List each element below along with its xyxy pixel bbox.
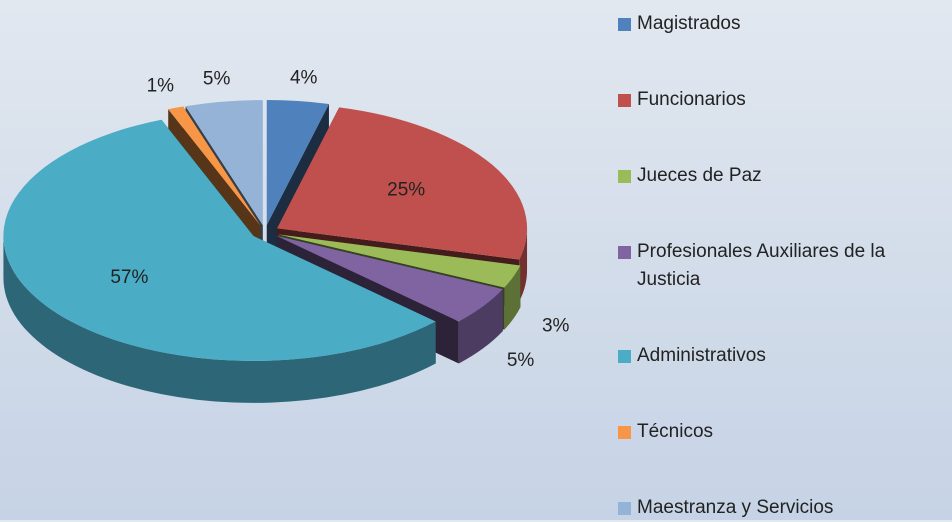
legend-item: Jueces de Paz (618, 162, 952, 190)
slice-side (458, 289, 503, 364)
legend-item: Magistrados (618, 10, 952, 38)
legend-item: Administrativos (618, 342, 952, 370)
legend-swatch (618, 94, 631, 107)
slice (277, 107, 528, 260)
legend: Magistrados Funcionarios Jueces de Paz Prof… (618, 10, 952, 522)
slice (278, 234, 521, 288)
data-label: 25% (387, 179, 425, 200)
data-label: 4% (290, 68, 318, 89)
legend-item: Maestranza y Servicios (618, 494, 952, 522)
slice (276, 235, 503, 322)
data-label: 5% (507, 350, 535, 371)
legend-item: Funcionarios (618, 86, 952, 114)
legend-item: Profesionales Auxiliares de la Justicia (618, 238, 952, 294)
slice-side (3, 235, 436, 403)
slice (3, 119, 436, 361)
slice (185, 100, 263, 226)
data-label: 1% (147, 76, 175, 97)
slice (266, 100, 329, 226)
legend-label: Maestranza y Servicios (637, 497, 834, 518)
legend-item: Técnicos (618, 418, 952, 446)
legend-swatch (618, 170, 631, 183)
legend-label: Funcionarios (637, 89, 746, 110)
legend-swatch (618, 426, 631, 439)
slice (168, 106, 261, 226)
legend-swatch (618, 18, 631, 31)
legend-swatch (618, 350, 631, 363)
data-label: 5% (203, 68, 231, 89)
legend-label: Jueces de Paz (637, 165, 762, 186)
legend-swatch (618, 246, 631, 259)
legend-label: Profesionales Auxiliares de la Justicia (637, 241, 886, 290)
data-label: 57% (110, 267, 148, 288)
slice-side (519, 228, 528, 302)
legend-label: Magistrados (637, 13, 741, 34)
chart: 4% 25% 3% 5% 57% 1% 5% (3, 68, 570, 403)
legend-swatch (618, 502, 631, 515)
data-label: 3% (542, 315, 570, 336)
slice-side (504, 265, 521, 330)
legend-label: Administrativos (637, 345, 766, 366)
legend-label: Técnicos (637, 421, 714, 442)
